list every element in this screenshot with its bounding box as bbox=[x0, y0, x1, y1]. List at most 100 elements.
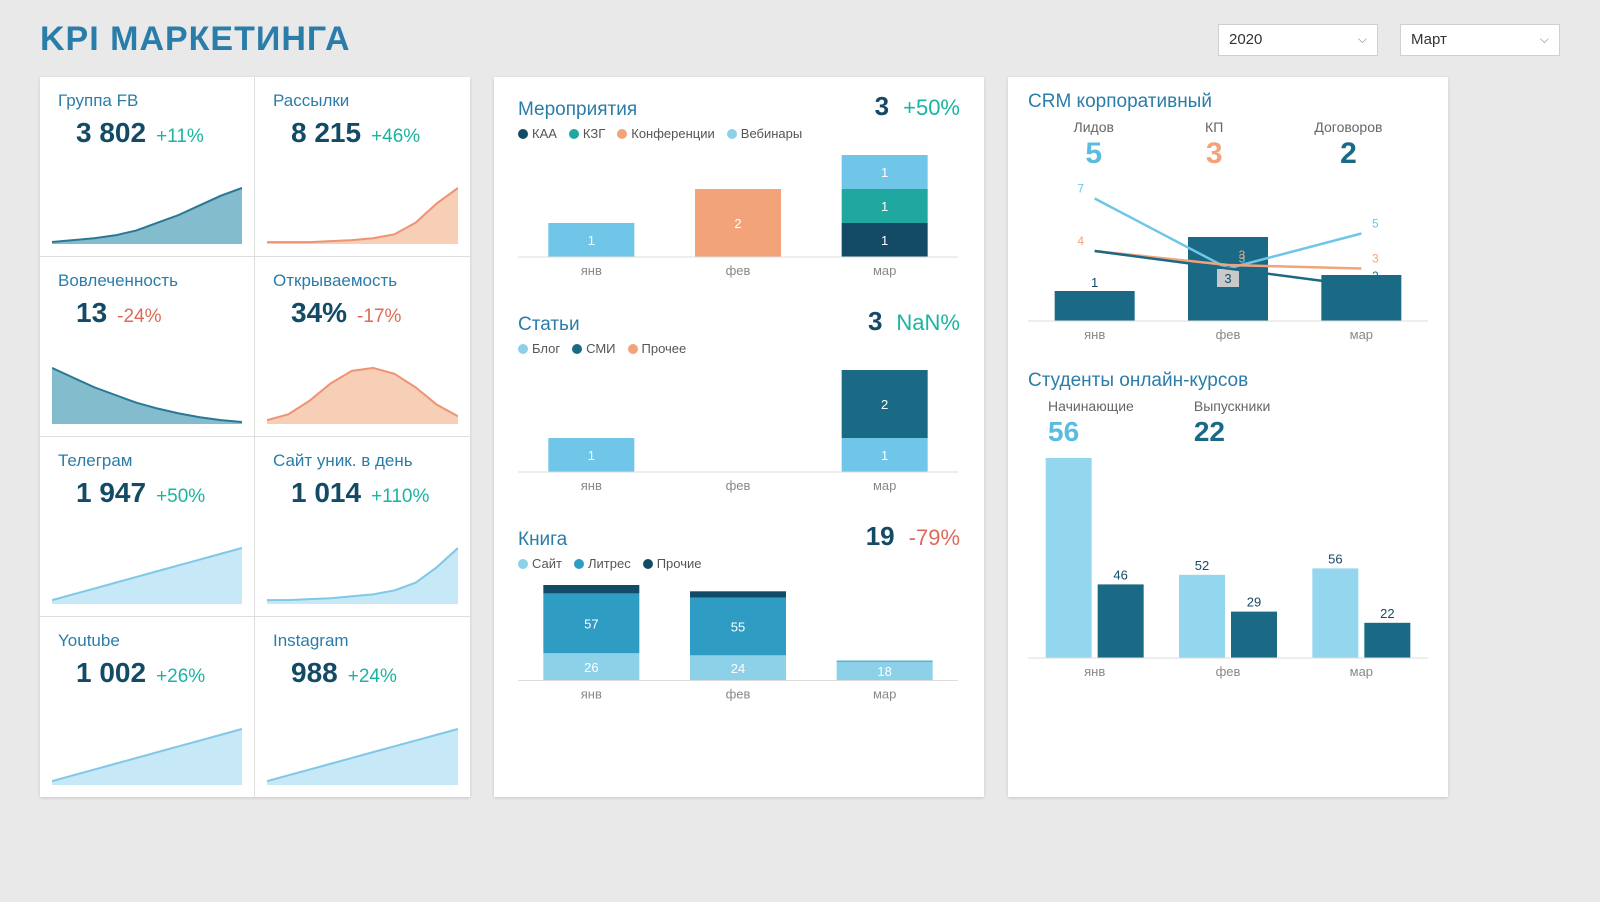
section-title: Статьи bbox=[518, 314, 580, 336]
crm-col-label: Лидов bbox=[1074, 119, 1114, 135]
svg-text:фев: фев bbox=[1216, 327, 1241, 342]
students-col-label: Выпускники bbox=[1194, 398, 1270, 414]
svg-text:4: 4 bbox=[1077, 234, 1084, 248]
section-delta: NaN% bbox=[896, 310, 960, 336]
month-dropdown[interactable]: Март ⌵ bbox=[1400, 24, 1560, 56]
kpi-sparkline bbox=[267, 546, 458, 604]
chart-legend: КААКЗГКонференцииВебинары bbox=[518, 126, 960, 141]
crm-col: КП 3 bbox=[1205, 119, 1223, 171]
kpi-cell[interactable]: Открываемость 34% -17% bbox=[255, 257, 470, 437]
legend-item: Сайт bbox=[518, 556, 562, 571]
svg-text:57: 57 bbox=[584, 616, 598, 631]
kpi-cell[interactable]: Рассылки 8 215 +46% bbox=[255, 77, 470, 257]
svg-text:янв: янв bbox=[581, 478, 602, 493]
kpi-sparkline bbox=[52, 186, 242, 244]
svg-text:3: 3 bbox=[1224, 271, 1231, 286]
chevron-down-icon: ⌵ bbox=[1358, 32, 1367, 47]
legend-item: Прочее bbox=[628, 341, 687, 356]
svg-text:мар: мар bbox=[873, 263, 896, 278]
svg-text:1: 1 bbox=[588, 448, 595, 463]
svg-text:2: 2 bbox=[881, 397, 888, 412]
page-title: KPI МАРКЕТИНГА bbox=[40, 20, 351, 59]
crm-col: Лидов 5 bbox=[1074, 119, 1114, 171]
kpi-cell[interactable]: Сайт уник. в день 1 014 +110% bbox=[255, 437, 470, 617]
section-value: 3 bbox=[875, 91, 889, 122]
kpi-cell[interactable]: Instagram 988 +24% bbox=[255, 617, 470, 797]
kpi-sparkline bbox=[52, 727, 242, 785]
kpi-delta: +24% bbox=[348, 666, 397, 688]
kpi-cell[interactable]: Группа FB 3 802 +11% bbox=[40, 77, 255, 257]
svg-text:7: 7 bbox=[1077, 182, 1084, 196]
svg-text:1: 1 bbox=[881, 165, 888, 180]
svg-text:янв: янв bbox=[1084, 327, 1105, 342]
svg-text:22: 22 bbox=[1380, 606, 1394, 621]
kpi-cell[interactable]: Вовлеченность 13 -24% bbox=[40, 257, 255, 437]
svg-text:мар: мар bbox=[1350, 664, 1373, 679]
kpi-delta: +110% bbox=[371, 486, 429, 508]
kpi-title: Открываемость bbox=[273, 271, 452, 291]
stacked-bar-chart: 1янвфев12мар bbox=[518, 366, 958, 494]
legend-item: КЗГ bbox=[569, 126, 605, 141]
legend-item: Литрес bbox=[574, 556, 631, 571]
kpi-sparkline bbox=[267, 186, 458, 244]
section-value: 3 bbox=[868, 306, 882, 337]
kpi-value: 1 947 bbox=[76, 477, 146, 509]
kpi-title: Вовлеченность bbox=[58, 271, 236, 291]
crm-col-value: 2 bbox=[1314, 137, 1382, 171]
kpi-sparkline bbox=[267, 366, 458, 424]
kpi-cell[interactable]: Телеграм 1 947 +50% bbox=[40, 437, 255, 617]
svg-text:24: 24 bbox=[731, 661, 745, 676]
crm-chart: 1янв3февмар7354332 bbox=[1028, 181, 1428, 343]
crm-col-value: 3 bbox=[1205, 137, 1223, 171]
legend-item: Вебинары bbox=[727, 126, 802, 141]
kpi-delta: +46% bbox=[371, 126, 420, 148]
svg-text:46: 46 bbox=[1113, 567, 1127, 582]
section-value: 19 bbox=[866, 521, 895, 552]
kpi-value: 34% bbox=[291, 297, 347, 329]
month-value: Март bbox=[1411, 31, 1447, 48]
kpi-delta: +26% bbox=[156, 666, 205, 688]
svg-text:52: 52 bbox=[1195, 558, 1209, 573]
svg-text:5: 5 bbox=[1372, 217, 1379, 231]
crm-col-label: КП bbox=[1205, 119, 1223, 135]
kpi-grid-panel: Группа FB 3 802 +11% Рассылки 8 215 +46%… bbox=[40, 77, 470, 797]
kpi-delta: +11% bbox=[156, 126, 204, 148]
svg-text:мар: мар bbox=[1350, 327, 1373, 342]
students-col-value: 56 bbox=[1048, 416, 1134, 448]
students-col-value: 22 bbox=[1194, 416, 1270, 448]
svg-text:янв: янв bbox=[581, 263, 602, 278]
chevron-down-icon: ⌵ bbox=[1540, 32, 1549, 47]
legend-item: Прочие bbox=[643, 556, 702, 571]
students-col-label: Начинающие bbox=[1048, 398, 1134, 414]
kpi-title: Youtube bbox=[58, 631, 236, 651]
kpi-value: 1 014 bbox=[291, 477, 361, 509]
svg-text:26: 26 bbox=[584, 660, 598, 675]
svg-text:1: 1 bbox=[1091, 275, 1098, 290]
svg-text:2: 2 bbox=[1372, 269, 1379, 283]
year-dropdown[interactable]: 2020 ⌵ bbox=[1218, 24, 1378, 56]
stacked-bar-chart: 1янв2фев111мар bbox=[518, 151, 958, 279]
year-value: 2020 bbox=[1229, 31, 1262, 48]
chart-legend: Сайт Литрес Прочие bbox=[518, 556, 960, 571]
kpi-value: 1 002 bbox=[76, 657, 146, 689]
kpi-title: Рассылки bbox=[273, 91, 452, 111]
crm-title: CRM корпоративный bbox=[1028, 91, 1428, 113]
svg-text:1: 1 bbox=[881, 233, 888, 248]
svg-text:55: 55 bbox=[731, 619, 745, 634]
kpi-value: 988 bbox=[291, 657, 338, 689]
kpi-value: 3 802 bbox=[76, 117, 146, 149]
kpi-delta: +50% bbox=[156, 486, 205, 508]
legend-item: Блог bbox=[518, 341, 560, 356]
crm-col-label: Договоров bbox=[1314, 119, 1382, 135]
section-title: Книга bbox=[518, 529, 567, 551]
legend-item: СМИ bbox=[572, 341, 615, 356]
svg-text:мар: мар bbox=[873, 687, 896, 702]
chart-legend: Блог СМИ Прочее bbox=[518, 341, 960, 356]
svg-text:фев: фев bbox=[726, 478, 751, 493]
svg-text:фев: фев bbox=[726, 687, 751, 702]
content-stats-panel: Мероприятия 3 +50% КААКЗГКонференцииВеби… bbox=[494, 77, 984, 797]
svg-text:2: 2 bbox=[734, 216, 741, 231]
kpi-cell[interactable]: Youtube 1 002 +26% bbox=[40, 617, 255, 797]
svg-text:1: 1 bbox=[881, 448, 888, 463]
section-delta: +50% bbox=[903, 95, 960, 121]
